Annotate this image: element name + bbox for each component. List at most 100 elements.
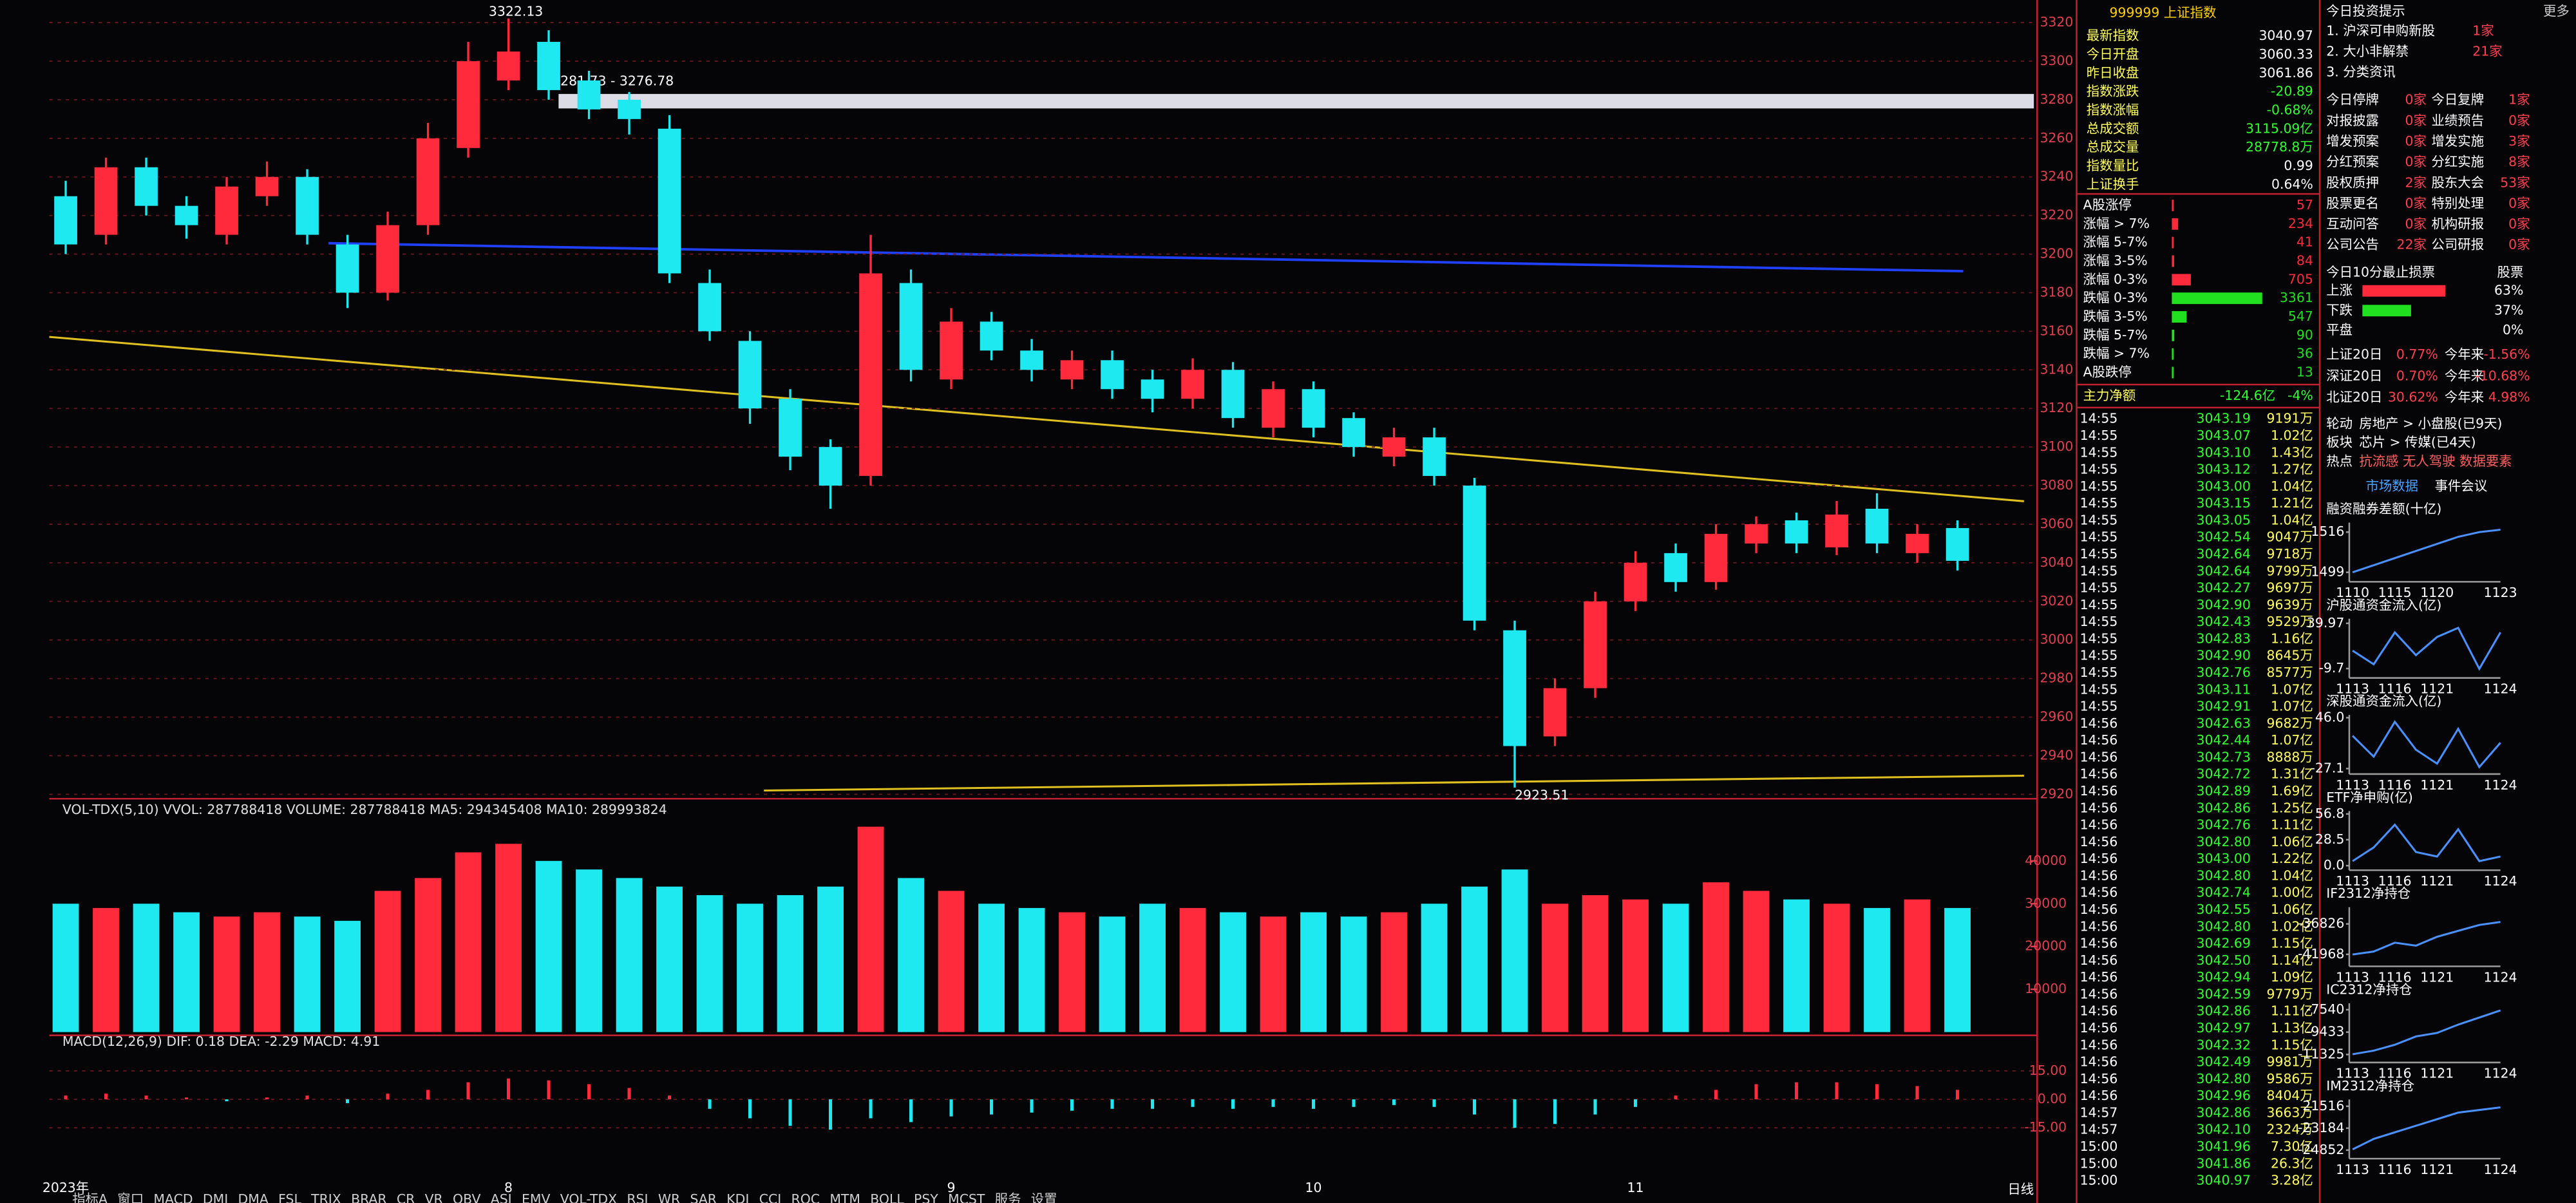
tip-label: 增发实施 bbox=[2432, 133, 2485, 149]
more-link[interactable]: 更多 bbox=[2543, 3, 2570, 19]
indicator-tab[interactable]: EMV bbox=[522, 1191, 550, 1203]
volume-bar bbox=[1823, 904, 1850, 1032]
breadth-value: 13 bbox=[2297, 365, 2313, 380]
trade-price: 3042.76 bbox=[2197, 665, 2251, 680]
y-tick-label: 3180 bbox=[2040, 284, 2073, 299]
tip-item[interactable]: 1. 沪深可申购新股 bbox=[2326, 23, 2435, 38]
indicator-tab[interactable]: VR bbox=[425, 1191, 443, 1203]
x-tick-label: 9 bbox=[947, 1180, 956, 1195]
candle-body bbox=[1262, 389, 1285, 428]
x-tick-label: 1110 bbox=[2336, 585, 2369, 600]
trade-time: 14:55 bbox=[2080, 411, 2118, 426]
breadth-bar bbox=[2172, 236, 2174, 249]
indicator-tab[interactable]: 服务 bbox=[995, 1191, 1021, 1203]
y-tick-label: 0.0 bbox=[2324, 857, 2344, 873]
trade-volume: 1.22亿 bbox=[2271, 851, 2313, 866]
indicator-tab[interactable]: PSY bbox=[914, 1191, 938, 1203]
indicator-tab[interactable]: BRAR bbox=[351, 1191, 386, 1203]
indicator-tab[interactable]: 窗口 bbox=[117, 1191, 144, 1203]
volume-bar bbox=[173, 912, 200, 1032]
period[interactable]: 日线 bbox=[2007, 1182, 2034, 1197]
indicator-tab[interactable]: CCI bbox=[759, 1191, 782, 1203]
trend-line bbox=[49, 336, 2024, 502]
trade-volume: 7.30亿 bbox=[2271, 1139, 2313, 1154]
quote-label: 昨日收盘 bbox=[2087, 65, 2139, 81]
indicator-tab[interactable]: CR bbox=[397, 1191, 415, 1203]
candle-body bbox=[376, 225, 399, 293]
indicator-tab[interactable]: MCST bbox=[948, 1191, 985, 1203]
tip-label: 股东大会 bbox=[2432, 175, 2485, 190]
y-tick-label: 10000 bbox=[2025, 981, 2067, 996]
indicator-tab[interactable]: 指标A bbox=[72, 1191, 108, 1203]
mini-title: 深股通资金流入(亿) bbox=[2326, 694, 2441, 709]
trade-volume: 1.15亿 bbox=[2271, 1037, 2313, 1052]
indicator-tab[interactable]: TRIX bbox=[310, 1191, 341, 1203]
breadth-bar bbox=[2172, 200, 2174, 211]
indicator-tab[interactable]: BOLL bbox=[870, 1191, 904, 1203]
trade-price: 3042.44 bbox=[2197, 732, 2251, 748]
tip-label: 分红预案 bbox=[2326, 154, 2379, 169]
x-tick-label: 1124 bbox=[2484, 1066, 2517, 1081]
updown-label: 下跌 bbox=[2326, 302, 2353, 317]
volume-bar bbox=[817, 886, 844, 1032]
breadth-label: 跌幅 0-3% bbox=[2083, 290, 2148, 305]
indicator-tab[interactable]: MACD bbox=[153, 1191, 193, 1203]
indicator-tab[interactable]: 设置 bbox=[1031, 1191, 1057, 1203]
tip-count: 3家 bbox=[2508, 133, 2530, 149]
x-tick-label: 1116 bbox=[2378, 969, 2412, 985]
indicator-tab[interactable]: FSL bbox=[278, 1191, 301, 1203]
mini-line bbox=[2352, 921, 2501, 956]
market-tab[interactable]: 市场数据 bbox=[2365, 478, 2418, 493]
y-tick-label: 1499 bbox=[2311, 564, 2344, 580]
trade-volume: 9047万 bbox=[2267, 529, 2313, 545]
indicator-tab[interactable]: DMA bbox=[238, 1191, 269, 1203]
indicator-tab[interactable]: RSI bbox=[627, 1191, 648, 1203]
candle-body bbox=[1584, 601, 1607, 688]
market-tab[interactable]: 事件会议 bbox=[2435, 478, 2488, 493]
quote-value: 3115.09亿 bbox=[2246, 120, 2313, 136]
volume-bar bbox=[1381, 912, 1407, 1032]
index-value: 4.98% bbox=[2488, 390, 2530, 405]
candle-body bbox=[1020, 350, 1043, 370]
trade-time: 14:55 bbox=[2080, 699, 2118, 714]
indicator-tab[interactable]: OBV bbox=[453, 1191, 480, 1203]
trade-price: 3043.00 bbox=[2197, 478, 2251, 494]
y-tick-label: -23184 bbox=[2298, 1120, 2344, 1135]
y-tick-label: 3260 bbox=[2040, 130, 2073, 146]
tip-item[interactable]: 3. 分类资讯 bbox=[2326, 64, 2396, 79]
updown-button[interactable]: 股票 bbox=[2497, 265, 2524, 280]
indicator-tab[interactable]: ROC bbox=[791, 1191, 820, 1203]
volume-bar bbox=[334, 920, 361, 1032]
trade-volume: 9779万 bbox=[2267, 986, 2313, 1001]
volume-bar bbox=[1783, 899, 1810, 1032]
trade-volume: 8645万 bbox=[2267, 648, 2313, 663]
indicator-tab[interactable]: SAR bbox=[690, 1191, 717, 1203]
indicator-tab[interactable]: MTM bbox=[829, 1191, 860, 1203]
trade-time: 14:56 bbox=[2080, 918, 2118, 934]
y-tick-label: 15.00 bbox=[2029, 1063, 2067, 1078]
y-tick-label: 21516 bbox=[2302, 1098, 2344, 1113]
indicator-tab[interactable]: WR bbox=[658, 1191, 680, 1203]
indicator-tab[interactable]: VOL-TDX bbox=[560, 1191, 617, 1203]
volume-bar bbox=[294, 916, 321, 1032]
tip-count: 0家 bbox=[2508, 113, 2530, 128]
indicator-tab[interactable]: ASI bbox=[491, 1191, 512, 1203]
indicator-tab[interactable]: KDJ bbox=[726, 1191, 749, 1203]
trade-volume: 9586万 bbox=[2267, 1071, 2313, 1086]
trade-volume: 9981万 bbox=[2267, 1054, 2313, 1070]
volume-bar bbox=[1179, 907, 1206, 1032]
x-tick-label: 1116 bbox=[2378, 1162, 2412, 1177]
indicator-tab[interactable]: DMI bbox=[203, 1191, 228, 1203]
trade-time: 14:55 bbox=[2080, 630, 2118, 646]
trade-time: 14:56 bbox=[2080, 834, 2118, 849]
tip-count: 53家 bbox=[2500, 175, 2530, 190]
trade-volume: 1.04亿 bbox=[2271, 512, 2313, 527]
tip-label: 今日复牌 bbox=[2432, 92, 2485, 108]
volume-bar bbox=[455, 852, 482, 1032]
tip-item[interactable]: 2. 大小非解禁 bbox=[2326, 43, 2409, 59]
x-tick-label: 1124 bbox=[2484, 1162, 2517, 1177]
y-tick-label: -27.1 bbox=[2311, 760, 2345, 775]
trade-time: 14:55 bbox=[2080, 512, 2118, 527]
trade-time: 15:00 bbox=[2080, 1139, 2118, 1154]
y-tick-label: 3120 bbox=[2040, 400, 2073, 415]
